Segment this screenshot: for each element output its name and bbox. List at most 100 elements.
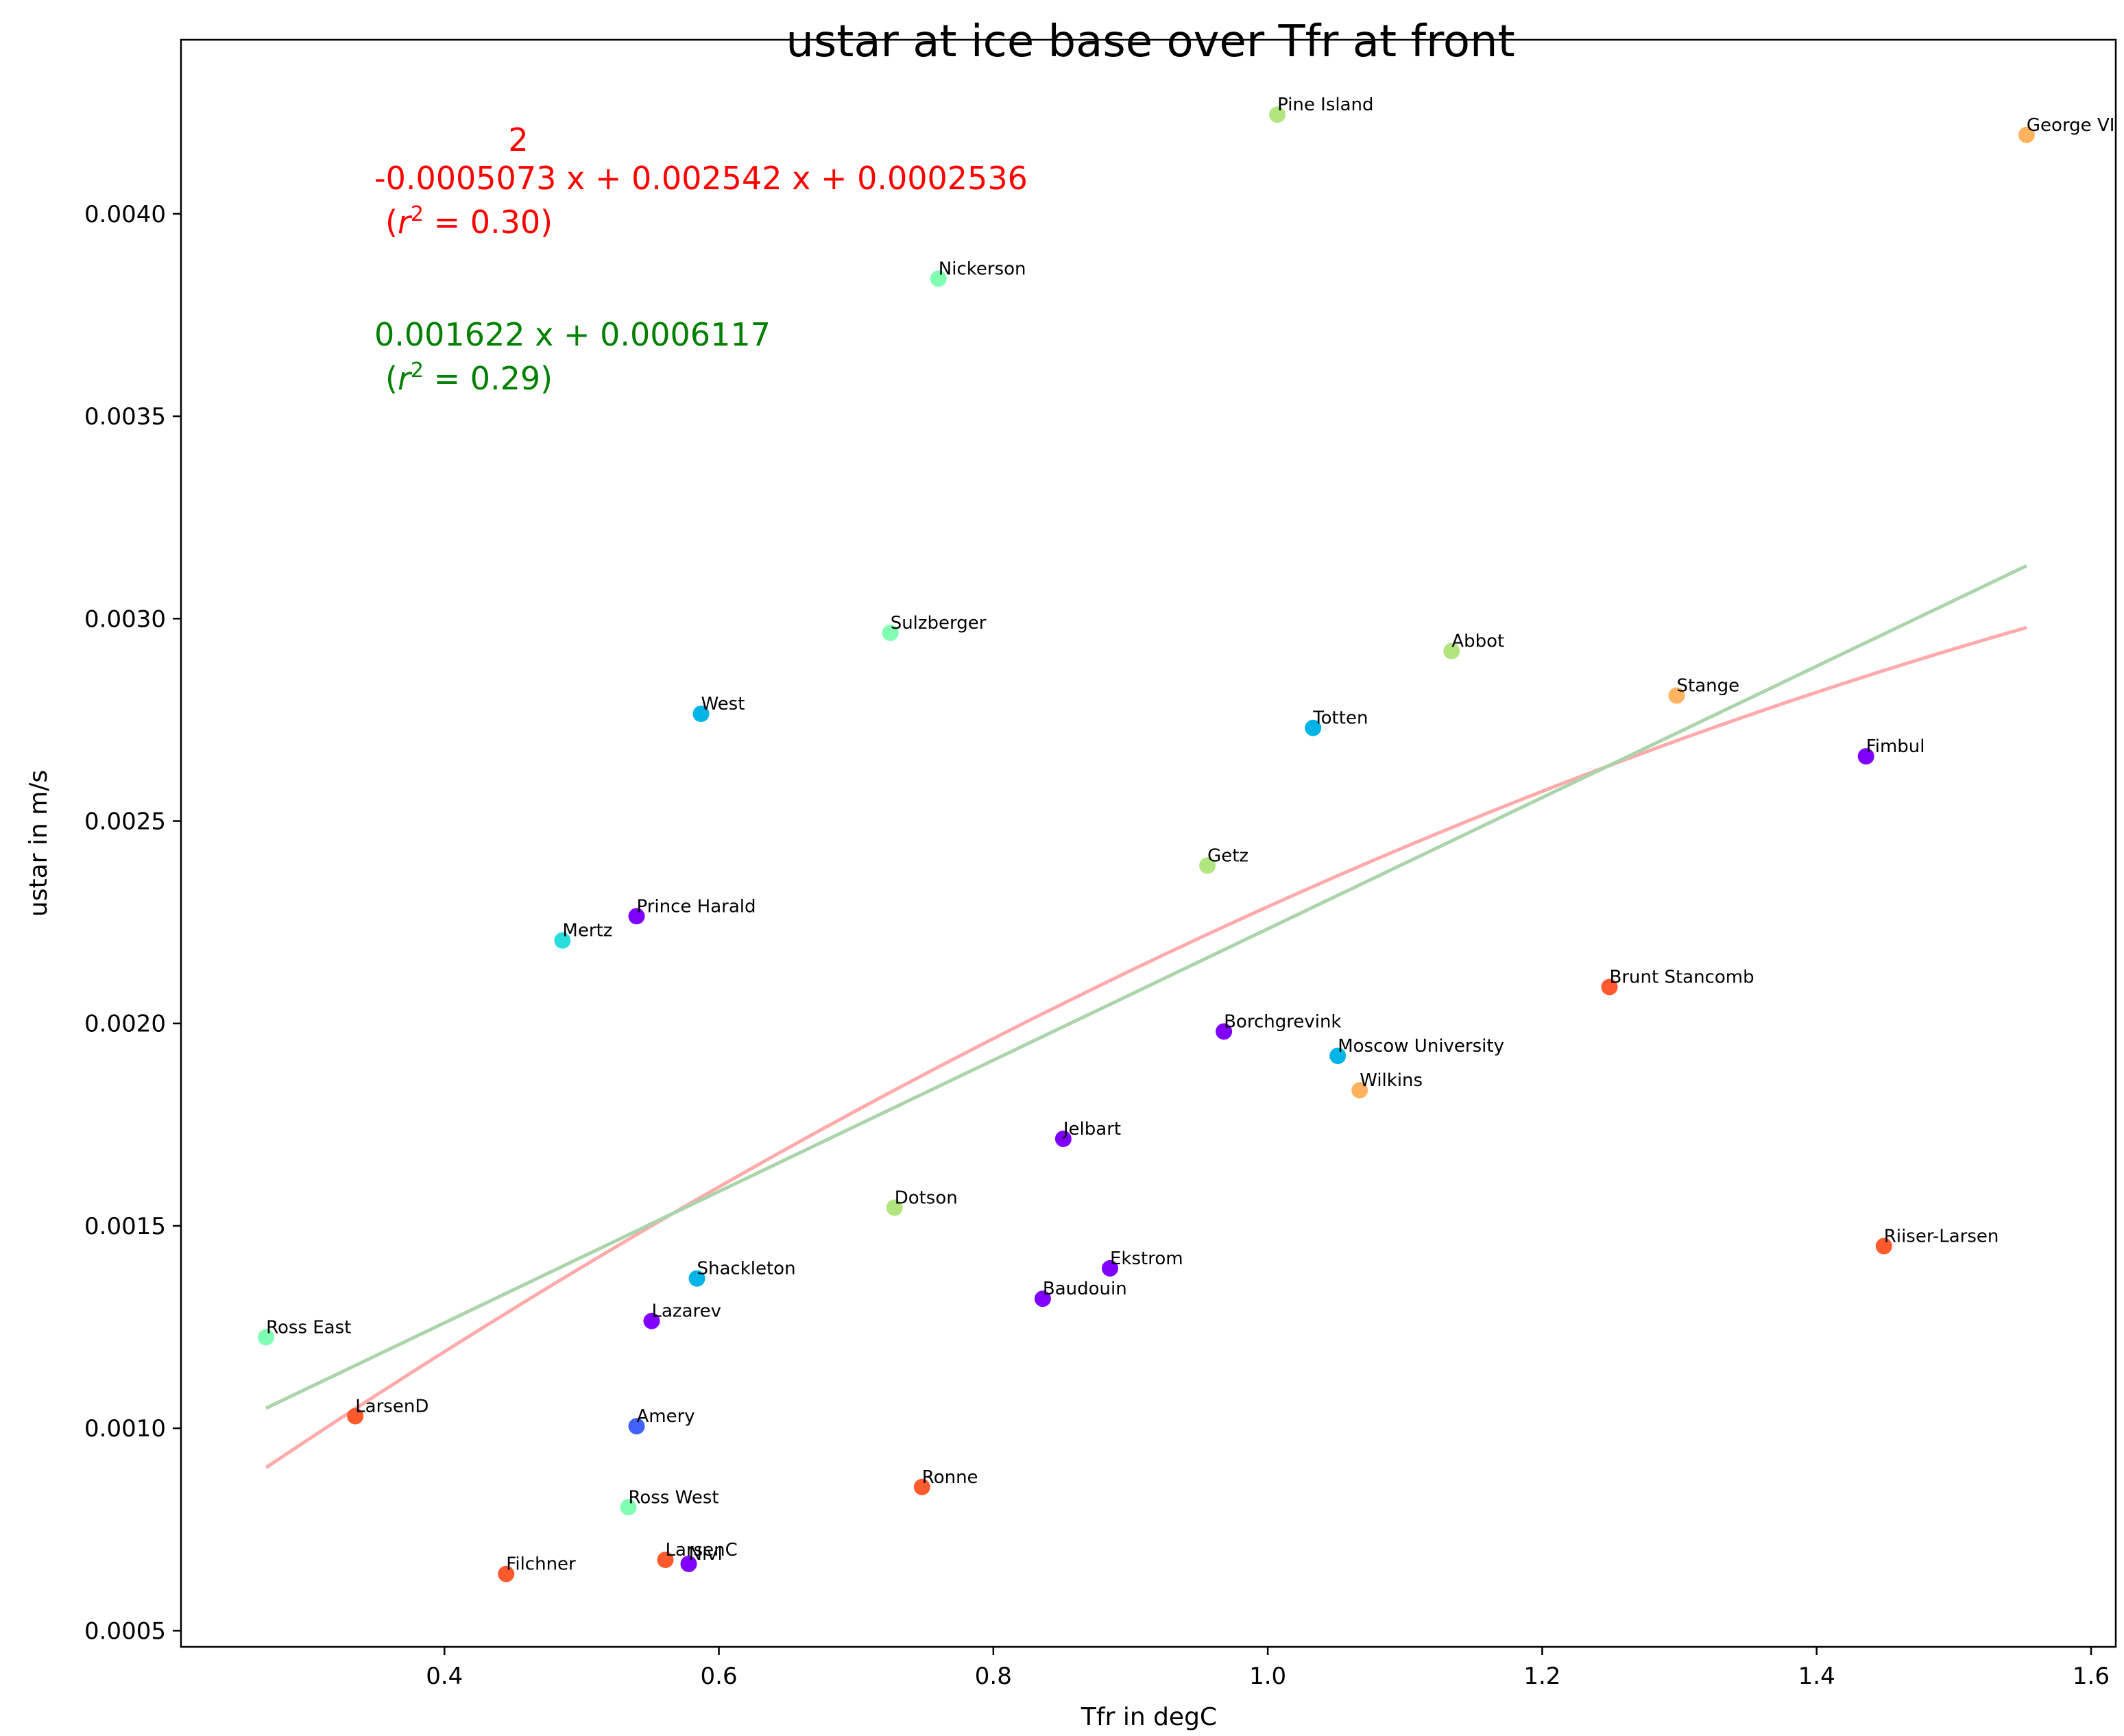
point-label-prince-harald: Prince Harald	[637, 896, 756, 917]
quadratic-r2-power: 2	[411, 202, 424, 226]
linear-r2-power: 2	[411, 359, 424, 383]
point-label-ross-west: Ross West	[629, 1487, 719, 1508]
x-tick-label: 0.8	[975, 1663, 1012, 1690]
y-tick-label: 0.0030	[84, 605, 166, 633]
point-nickerson	[930, 270, 947, 287]
plot-frame	[180, 38, 2117, 1648]
y-axis-label: ustar in m/s	[25, 770, 53, 917]
point-label-george-vi: George VI	[2027, 115, 2115, 136]
point-label-filchner: Filchner	[506, 1554, 576, 1575]
point-label-shackleton: Shackleton	[697, 1259, 796, 1279]
point-label-nickerson: Nickerson	[939, 258, 1026, 279]
x-tick-label: 1.4	[1798, 1663, 1835, 1690]
linear-fit-line	[265, 564, 2027, 1410]
point-ross-east	[258, 1329, 275, 1346]
fit-lines	[265, 564, 2027, 1469]
point-riiser-larsen	[1875, 1238, 1892, 1255]
point-label-nivl: Nivl	[689, 1544, 723, 1565]
linear-equation: 0.001622 x + 0.0006117	[374, 316, 771, 353]
point-larsenc	[657, 1552, 674, 1569]
point-label-ekstrom: Ekstrom	[1110, 1249, 1183, 1269]
point-labels: Pine Island George VI Nickerson Sulzberger A…	[266, 95, 2115, 1575]
point-label-amery: Amery	[637, 1406, 695, 1427]
y-tick-label: 0.0040	[84, 201, 166, 228]
point-getz	[1199, 857, 1216, 874]
y-tick-label: 0.0005	[84, 1617, 166, 1645]
y-tick-label: 0.0025	[84, 808, 166, 836]
point-moscow-university	[1329, 1048, 1347, 1064]
point-label-dotson: Dotson	[895, 1188, 958, 1208]
point-west	[692, 706, 710, 723]
y-tick-label: 0.0020	[84, 1011, 166, 1038]
x-tick-label: 0.6	[701, 1663, 738, 1690]
point-larsend	[347, 1408, 364, 1425]
x-tick-label: 1.0	[1249, 1663, 1286, 1690]
point-lazarev	[643, 1312, 660, 1329]
point-label-larsenc: LarsenC	[666, 1540, 738, 1560]
point-label-baudouin: Baudouin	[1043, 1279, 1127, 1299]
quadratic-r2-open: (	[385, 204, 398, 241]
x-tick-label: 1.2	[1523, 1663, 1560, 1690]
quadratic-r2-symbol: r	[398, 204, 413, 241]
point-stange	[1668, 687, 1685, 704]
point-brunt-stancomb	[1601, 978, 1618, 996]
point-ronne	[913, 1478, 930, 1495]
point-label-fimbul: Fimbul	[1866, 736, 1925, 757]
point-pine-island	[1269, 106, 1286, 123]
point-label-brunt-stancomb: Brunt Stancomb	[1610, 967, 1754, 988]
point-label-getz: Getz	[1207, 846, 1248, 867]
point-label-stange: Stange	[1677, 676, 1740, 697]
point-amery	[628, 1418, 645, 1435]
y-tick-label: 0.0015	[84, 1213, 166, 1240]
point-wilkins	[1351, 1082, 1368, 1099]
point-ross-west	[620, 1499, 637, 1516]
point-label-abbot: Abbot	[1451, 631, 1504, 652]
point-label-mertz: Mertz	[562, 921, 612, 941]
point-label-jelbart: Jelbart	[1062, 1119, 1121, 1140]
point-baudouin	[1034, 1290, 1051, 1307]
point-label-ronne: Ronne	[922, 1467, 978, 1488]
point-jelbart	[1054, 1131, 1072, 1147]
y-axis: 0.0005 0.0010 0.0015 0.0020 0.0025 0.0030 0.00…	[84, 201, 181, 1645]
point-abbot	[1443, 642, 1460, 660]
point-totten	[1305, 719, 1322, 736]
point-borchgrevink	[1216, 1023, 1233, 1040]
quadratic-equation: -0.0005073 x + 0.002542 x + 0.0002536	[374, 160, 1028, 197]
point-label-pine-island: Pine Island	[1277, 95, 1373, 115]
x-tick-label: 0.4	[426, 1663, 463, 1690]
point-shackleton	[688, 1270, 705, 1287]
point-nivl	[680, 1556, 697, 1572]
point-prince-harald	[628, 908, 645, 925]
point-filchner	[498, 1565, 515, 1582]
point-label-riiser-larsen: Riiser-Larsen	[1884, 1227, 1999, 1247]
point-label-sulzberger: Sulzberger	[891, 613, 987, 634]
point-george-vi	[2018, 126, 2035, 143]
linear-r2-symbol: r	[398, 360, 413, 397]
point-dotson	[886, 1199, 903, 1216]
point-label-larsend: LarsenD	[355, 1397, 429, 1417]
quadratic-fit-line	[265, 625, 2027, 1469]
quadratic-exponent: 2	[508, 121, 528, 158]
y-tick-label: 0.0035	[84, 403, 166, 431]
point-label-lazarev: Lazarev	[652, 1301, 722, 1322]
y-tick-label: 0.0010	[84, 1415, 166, 1443]
quadratic-r2: (r2 = 0.30)	[385, 202, 553, 241]
point-label-ross-east: Ross East	[266, 1317, 351, 1338]
quadratic-r2-value: = 0.30)	[424, 204, 553, 241]
x-tick-label: 1.6	[2073, 1663, 2110, 1690]
x-axis-label: Tfr in degC	[1081, 1703, 1217, 1731]
linear-r2: (r2 = 0.29)	[385, 359, 553, 397]
point-label-moscow-university: Moscow University	[1338, 1036, 1504, 1057]
point-fimbul	[1857, 748, 1874, 765]
linear-r2-value: = 0.29)	[424, 360, 553, 397]
chart-title: ustar at ice base over Tfr at front	[786, 16, 1514, 67]
linear-r2-open: (	[385, 360, 398, 397]
point-label-wilkins: Wilkins	[1360, 1070, 1423, 1091]
data-points	[258, 106, 2035, 1582]
fit-annotations: 2 -0.0005073 x + 0.002542 x + 0.0002536 …	[374, 121, 1028, 397]
point-label-borchgrevink: Borchgrevink	[1224, 1012, 1341, 1033]
x-axis: 0.4 0.6 0.8 1.0 1.2 1.4 1.6	[426, 1647, 2110, 1690]
point-label-west: West	[701, 694, 745, 714]
point-label-totten: Totten	[1312, 708, 1368, 729]
